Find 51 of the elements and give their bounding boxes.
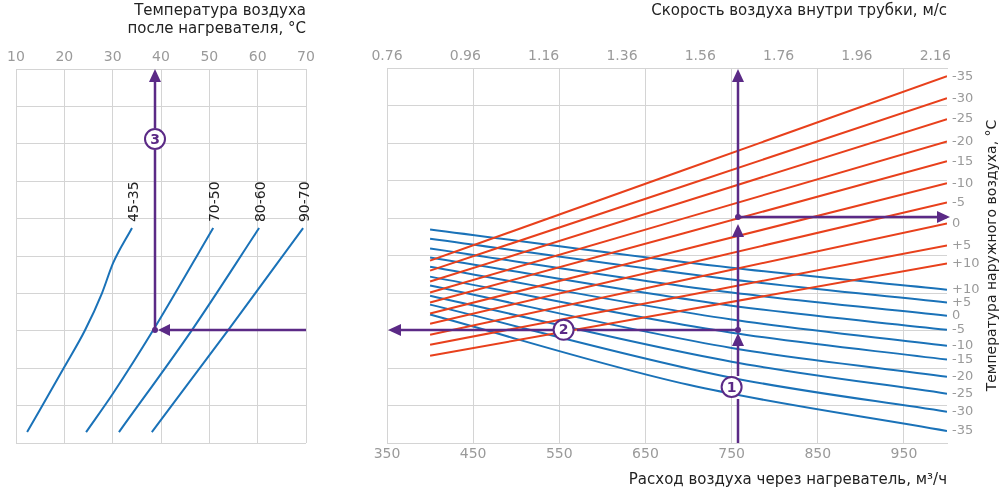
x-axis-title: Расход воздуха через нагреватель, м³/ч [628, 469, 947, 488]
x-tick-label: 50 [200, 48, 219, 65]
annotation: 3 [150, 130, 160, 147]
series-label: -5 [952, 321, 965, 337]
x-tick-label: 950 [890, 445, 918, 462]
x2-tick-label: 1.56 [684, 47, 716, 64]
x2-tick-label: 0.76 [371, 47, 403, 64]
x-tick-label: 450 [459, 445, 487, 462]
annotation: 1 [726, 378, 737, 395]
series-label: -25 [952, 385, 974, 401]
series-label: -10 [952, 174, 974, 190]
x2-tick-label: 1.36 [606, 47, 638, 64]
x-tick-label: 550 [545, 445, 573, 462]
x-tick-label: 10 [7, 48, 25, 65]
series-label: -15 [952, 351, 974, 366]
series-label: 0 [952, 307, 961, 323]
text: 90-70 [295, 181, 312, 223]
text: 80-60 [251, 181, 268, 223]
text: 70-50 [205, 181, 222, 223]
annotation: 2 [558, 321, 569, 338]
series-label: -20 [952, 132, 974, 148]
series-label: 0 [952, 214, 961, 230]
series-label: +10 [952, 254, 980, 270]
x-tick-label: 40 [152, 48, 170, 65]
x-axis-title: Температура воздуха после нагревателя, °С [127, 0, 306, 37]
x-tick-label: 750 [718, 445, 745, 462]
x-tick-label: 20 [55, 48, 74, 65]
x-tick-label: 350 [373, 445, 401, 462]
x2-tick-label: 0.96 [449, 47, 481, 64]
x2-tick-label: 1.96 [841, 47, 873, 64]
series-label: -35 [952, 422, 974, 438]
x2-tick-label: 1.76 [763, 47, 795, 64]
series-label: -35 [952, 67, 974, 83]
series-label: +5 [952, 236, 972, 252]
x-tick-label: 650 [632, 445, 659, 462]
x2-tick-label: 2.16 [919, 47, 951, 64]
x-tick-label: 30 [103, 48, 122, 65]
x2-tick-label: 1.16 [528, 47, 560, 64]
series-label: -30 [952, 403, 974, 419]
series-label: -10 [952, 337, 974, 353]
x-tick-label: 850 [804, 445, 832, 462]
series-label: -15 [952, 152, 974, 168]
series-label: -5 [952, 193, 965, 209]
series-label: -20 [952, 368, 974, 384]
x-tick-label: 60 [248, 48, 267, 65]
series-label: -30 [952, 89, 974, 105]
series-label: -25 [952, 110, 974, 126]
x2-axis-title: Скорость воздуха внутри трубки, м/с [651, 0, 947, 19]
x-tick-label: 70 [297, 48, 315, 65]
text: 45-35 [124, 181, 141, 223]
y-axis-title: Температура наружного воздуха, °С [982, 119, 999, 393]
